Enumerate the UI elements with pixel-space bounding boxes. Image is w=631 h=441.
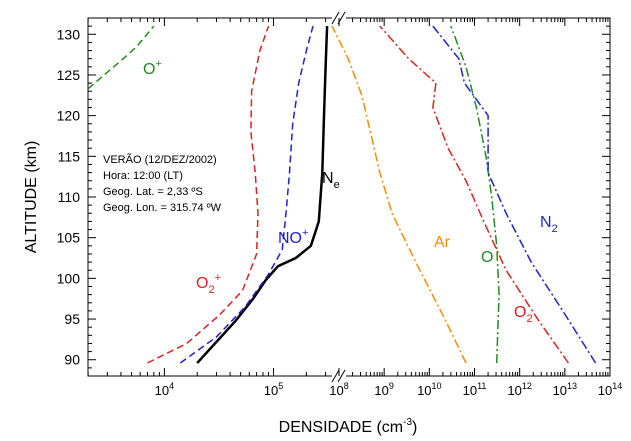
y-tick-label: 130 [57, 26, 81, 42]
y-tick-label: 120 [57, 108, 81, 124]
y-tick-label: 100 [57, 270, 81, 286]
y-tick-label: 95 [64, 311, 80, 327]
y-axis-title: ALTITUDE (km) [23, 141, 40, 254]
series-line-n2 [432, 25, 597, 364]
series-line-o [450, 25, 500, 364]
x-tick-label: 105 [264, 381, 283, 398]
series-line-ne [196, 26, 329, 364]
series-line-ar [331, 25, 467, 364]
x-tick-label: 1011 [463, 381, 487, 398]
series-label-noplus: NO+ [278, 227, 308, 247]
info-lat: Geog. Lat. = 2,33 ºS [103, 186, 203, 198]
x-tick-label: 1010 [417, 381, 441, 398]
series-label-n2: N2 [540, 214, 558, 235]
x-tick-label: 108 [329, 381, 348, 398]
axis-ticks: 90 95 100 105 110 115 120 125 130 104 105 108 109 101… [57, 17, 622, 398]
series-label-o2plus: O2+ [196, 272, 221, 296]
x-tick-label: 109 [374, 381, 393, 398]
x-axis-title: DENSIDADE (cm-3) [279, 417, 418, 436]
info-hour: Hora: 12:00 (LT) [103, 170, 183, 182]
series-line-noplus [179, 25, 314, 364]
series-line-o2 [379, 25, 570, 364]
series-label-oplus: O+ [143, 58, 162, 78]
info-box: VERÃO (12/DEZ/2002) Hora: 12:00 (LT) Geo… [103, 153, 222, 214]
y-tick-label: 105 [57, 230, 81, 246]
series-label-ar: Ar [434, 234, 451, 251]
info-lon: Geog. Lon. = 315.74 ºW [103, 202, 222, 214]
x-tick-label: 1012 [507, 381, 531, 398]
series-lines [87, 25, 597, 364]
series-line-o2plus [147, 25, 270, 364]
y-tick-label: 110 [58, 189, 81, 205]
y-tick-label: 115 [58, 148, 81, 164]
x-tick-label: 104 [155, 381, 174, 398]
info-season: VERÃO (12/DEZ/2002) [103, 153, 217, 166]
series-labels: Ne NO+ O2+ O+ Ar O O2 N2 [143, 58, 558, 325]
y-tick-label: 125 [57, 67, 81, 83]
series-label-o2: O2 [514, 304, 533, 325]
x-tick-label: 1014 [598, 381, 622, 398]
x-tick-label: 1013 [553, 381, 577, 398]
series-label-o: O [481, 249, 493, 266]
series-label-ne: Ne [322, 170, 340, 191]
series-line-oplus [87, 25, 155, 90]
y-tick-label: 90 [64, 352, 80, 368]
